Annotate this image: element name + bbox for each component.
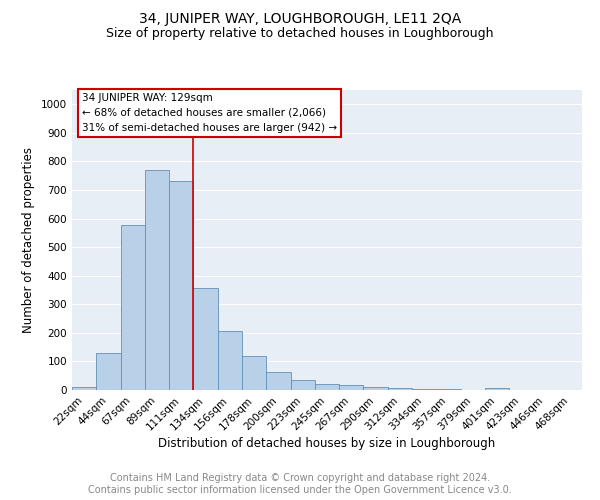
Bar bbox=[242, 356, 266, 390]
Bar bbox=[364, 387, 388, 390]
Bar bbox=[193, 288, 218, 390]
Text: Contains HM Land Registry data © Crown copyright and database right 2024.
Contai: Contains HM Land Registry data © Crown c… bbox=[88, 474, 512, 495]
Bar bbox=[485, 388, 509, 390]
X-axis label: Distribution of detached houses by size in Loughborough: Distribution of detached houses by size … bbox=[158, 438, 496, 450]
Bar bbox=[315, 384, 339, 390]
Bar bbox=[290, 380, 315, 390]
Bar bbox=[388, 388, 412, 390]
Text: 34, JUNIPER WAY, LOUGHBOROUGH, LE11 2QA: 34, JUNIPER WAY, LOUGHBOROUGH, LE11 2QA bbox=[139, 12, 461, 26]
Text: Size of property relative to detached houses in Loughborough: Size of property relative to detached ho… bbox=[106, 28, 494, 40]
Bar bbox=[96, 354, 121, 390]
Bar bbox=[169, 180, 193, 390]
Bar bbox=[266, 372, 290, 390]
Bar bbox=[339, 385, 364, 390]
Bar bbox=[412, 388, 436, 390]
Bar bbox=[121, 225, 145, 390]
Bar bbox=[218, 331, 242, 390]
Text: 34 JUNIPER WAY: 129sqm
← 68% of detached houses are smaller (2,066)
31% of semi-: 34 JUNIPER WAY: 129sqm ← 68% of detached… bbox=[82, 93, 337, 132]
Bar bbox=[145, 170, 169, 390]
Bar bbox=[436, 389, 461, 390]
Y-axis label: Number of detached properties: Number of detached properties bbox=[22, 147, 35, 333]
Bar bbox=[72, 387, 96, 390]
